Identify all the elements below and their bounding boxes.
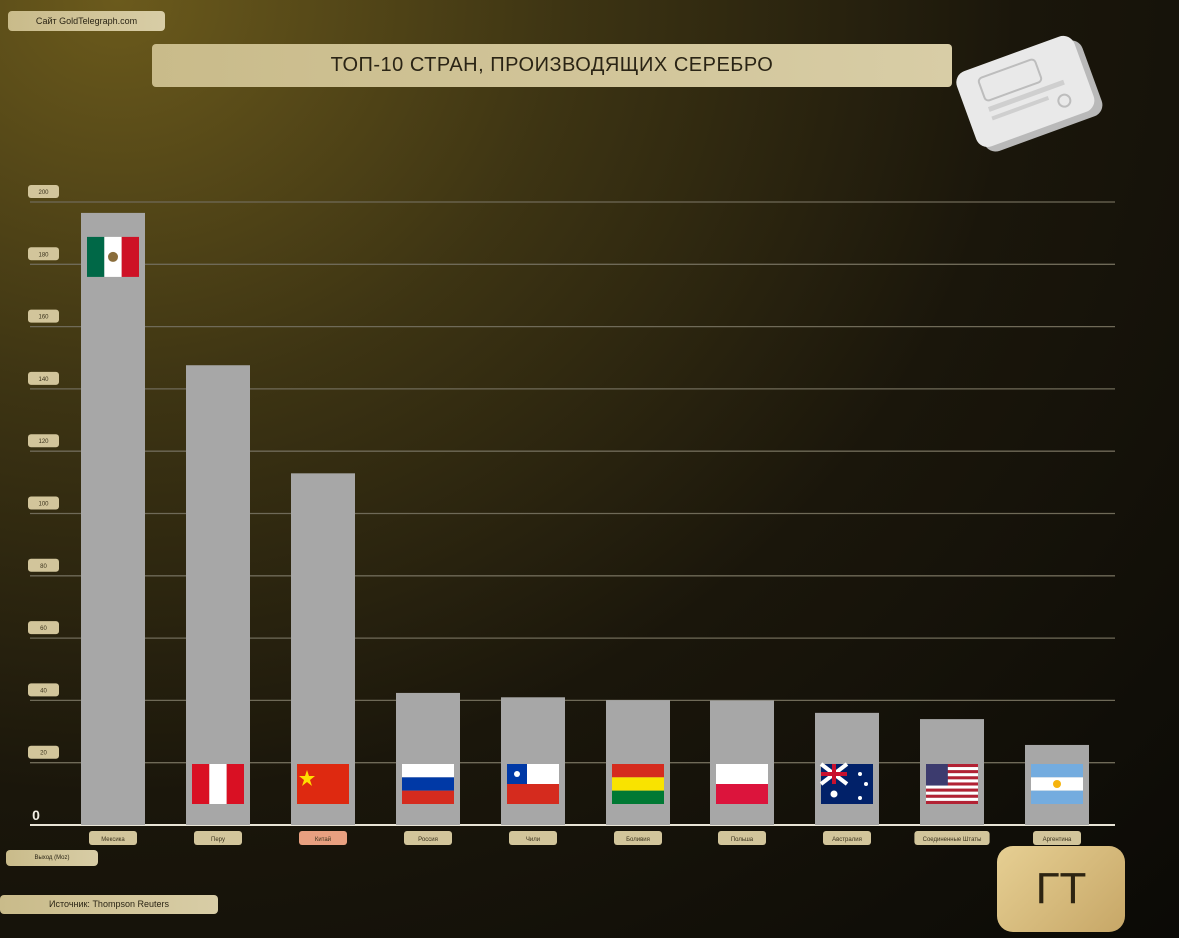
flag-china-icon <box>297 764 349 804</box>
flag-usa-icon <box>926 764 978 804</box>
x-tick-pill <box>509 831 557 845</box>
y-tick-label: 40 <box>40 688 47 694</box>
flag-argentina-icon <box>1031 764 1083 804</box>
x-tick-label: Польша <box>731 837 754 843</box>
x-tick-pill <box>718 831 766 845</box>
flag-poland-icon <box>716 764 768 804</box>
x-axis: Мексика Перу Китай Россия Чили Боливия Польша А… <box>89 831 1081 845</box>
x-tick-pill <box>614 831 662 845</box>
y-tick-label: 200 <box>38 190 49 196</box>
x-tick-pill <box>1033 831 1081 845</box>
y-tick-label: 160 <box>38 315 49 321</box>
y-tick-label: 120 <box>38 439 49 445</box>
y-tick-label: 100 <box>38 502 49 508</box>
flag-russia-icon <box>402 764 454 804</box>
bar <box>501 697 565 825</box>
y-axis-title: Выход (Моz) <box>6 850 98 866</box>
y-tick-pill <box>28 745 59 759</box>
flag-chile-icon <box>507 764 559 804</box>
flag-bolivia-icon <box>612 764 664 804</box>
x-tick-pill <box>914 831 990 845</box>
source-label: Источник: Thompson Reuters <box>0 895 218 914</box>
x-tick-label: Аргентина <box>1043 837 1072 843</box>
x-tick-pill <box>89 831 137 845</box>
y-tick-label: 60 <box>40 626 47 632</box>
y-tick-pill <box>28 185 59 198</box>
bar <box>606 700 670 825</box>
flag-mexico-icon <box>87 236 139 277</box>
y-tick-pill <box>28 621 59 635</box>
y-tick-label: 80 <box>40 564 47 570</box>
bars <box>81 212 1089 826</box>
x-tick-pill <box>404 831 452 845</box>
x-tick-label: Китай <box>315 836 331 843</box>
y-tick-pill <box>28 434 59 448</box>
y-axis: 0 20 40 60 80 100 120 140 160 180 200 <box>28 185 59 823</box>
x-tick-label: Россия <box>418 837 438 843</box>
x-tick-label: Соединенные Штаты <box>923 837 982 843</box>
y-tick-label: 20 <box>40 751 47 757</box>
y-tick-pill <box>28 309 59 323</box>
y-tick-pill <box>28 558 59 572</box>
x-tick-label: Чили <box>526 837 540 843</box>
silver-bar-icon <box>956 35 1103 152</box>
x-tick-label: Австралия <box>832 837 862 843</box>
y-tick-pill <box>28 496 59 510</box>
y-tick-label: 140 <box>38 377 49 383</box>
x-tick-label: Мексика <box>101 837 125 843</box>
x-tick-label: Перу <box>211 837 225 843</box>
x-tick-pill <box>823 831 871 845</box>
page-title: ТОП-10 СТРАН, ПРОИЗВОДЯЩИХ СЕРЕБРО <box>152 44 952 87</box>
x-tick-pill <box>194 831 242 845</box>
y-tick-label: 180 <box>38 252 49 258</box>
logo-badge: ГТ <box>997 846 1125 932</box>
x-tick-pill <box>299 831 347 845</box>
bar <box>396 692 460 825</box>
bar <box>186 365 250 825</box>
bar <box>710 700 774 825</box>
bar <box>81 212 145 826</box>
y-tick-pill <box>28 247 59 261</box>
x-tick-label: Боливия <box>626 837 650 843</box>
flag-australia-icon <box>819 762 873 804</box>
y-tick-label: 0 <box>32 807 40 823</box>
y-tick-pill <box>28 683 59 697</box>
y-tick-pill <box>28 371 59 385</box>
flag-peru-icon <box>192 764 244 804</box>
site-label: Сайт GoldTelegraph.com <box>8 11 165 31</box>
